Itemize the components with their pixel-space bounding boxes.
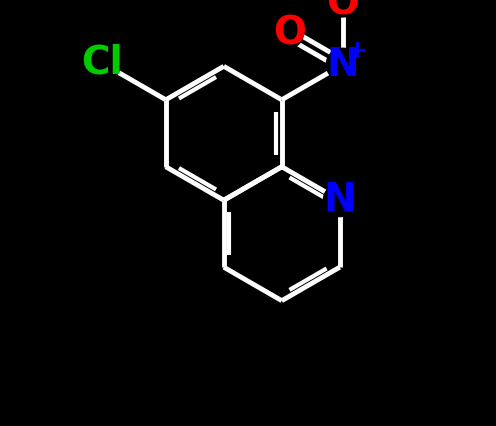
Text: +: +	[346, 39, 367, 63]
Text: O: O	[326, 0, 359, 22]
Circle shape	[323, 184, 356, 216]
Text: O: O	[273, 15, 306, 53]
Text: Cl: Cl	[81, 44, 123, 82]
Circle shape	[83, 44, 121, 82]
Circle shape	[326, 48, 359, 81]
Circle shape	[275, 20, 303, 48]
Text: N: N	[326, 46, 359, 83]
Circle shape	[329, 0, 357, 17]
Text: N: N	[323, 181, 356, 219]
Text: −: −	[348, 0, 369, 1]
